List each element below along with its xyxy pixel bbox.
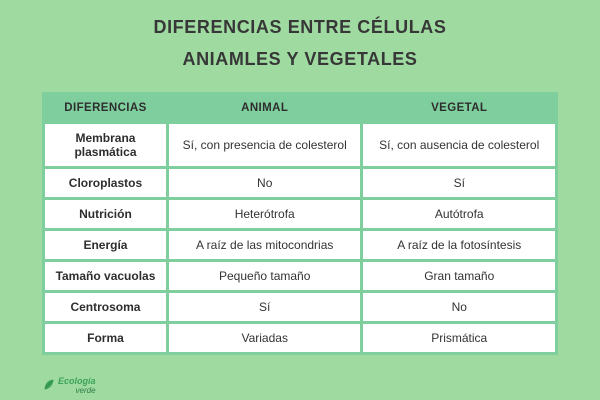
logo-text: Ecología verde xyxy=(58,376,96,395)
animal-value-cell: No xyxy=(168,169,361,197)
row-label-cell: Nutrición xyxy=(45,200,166,228)
animal-value-cell: Pequeño tamaño xyxy=(168,262,361,290)
ecologia-verde-logo: Ecología verde xyxy=(42,376,96,395)
comparison-table: DIFERENCIAS ANIMAL VEGETAL Membrana plas… xyxy=(42,92,558,355)
vegetal-value-cell: Autótrofa xyxy=(363,200,555,228)
header-cell-animal: ANIMAL xyxy=(168,95,361,121)
table-row: Membrana plasmática Sí, con presencia de… xyxy=(45,124,555,166)
row-label-cell: Forma xyxy=(45,324,166,352)
row-label-cell: Membrana plasmática xyxy=(45,124,166,166)
vegetal-value-cell: Gran tamaño xyxy=(363,262,555,290)
animal-value-cell: Heterótrofa xyxy=(168,200,361,228)
row-label-cell: Centrosoma xyxy=(45,293,166,321)
logo-text-line1: Ecología xyxy=(58,376,96,387)
table-header-row: DIFERENCIAS ANIMAL VEGETAL xyxy=(45,95,555,121)
animal-value-cell: Sí xyxy=(168,293,361,321)
animal-value-cell: Sí, con presencia de colesterol xyxy=(168,124,361,166)
animal-value-cell: Variadas xyxy=(168,324,361,352)
logo-text-line2: verde xyxy=(75,385,96,395)
page-title-line2: ANIAMLES Y VEGETALES xyxy=(182,48,418,69)
page-title-line1: DIFERENCIAS ENTRE CÉLULAS xyxy=(153,17,447,37)
leaf-icon xyxy=(44,379,54,390)
header-cell-vegetal: VEGETAL xyxy=(363,95,555,121)
table-row: Centrosoma Sí No xyxy=(45,293,555,321)
vegetal-value-cell: Sí, con ausencia de colesterol xyxy=(363,124,555,166)
vegetal-value-cell: No xyxy=(363,293,555,321)
animal-value-cell: A raíz de las mitocondrias xyxy=(168,231,361,259)
page-title: DIFERENCIAS ENTRE CÉLULAS ANIAMLES Y VEG… xyxy=(0,0,600,75)
row-label-cell: Cloroplastos xyxy=(45,169,166,197)
table-row: Nutrición Heterótrofa Autótrofa xyxy=(45,200,555,228)
vegetal-value-cell: Sí xyxy=(363,169,555,197)
table-row: Tamaño vacuolas Pequeño tamaño Gran tama… xyxy=(45,262,555,290)
row-label-cell: Tamaño vacuolas xyxy=(45,262,166,290)
header-cell-diferencias: DIFERENCIAS xyxy=(45,95,166,121)
table-row: Energía A raíz de las mitocondrias A raí… xyxy=(45,231,555,259)
vegetal-value-cell: A raíz de la fotosíntesis xyxy=(363,231,555,259)
table-row: Forma Variadas Prismática xyxy=(45,324,555,352)
vegetal-value-cell: Prismática xyxy=(363,324,555,352)
row-label-cell: Energía xyxy=(45,231,166,259)
table-row: Cloroplastos No Sí xyxy=(45,169,555,197)
